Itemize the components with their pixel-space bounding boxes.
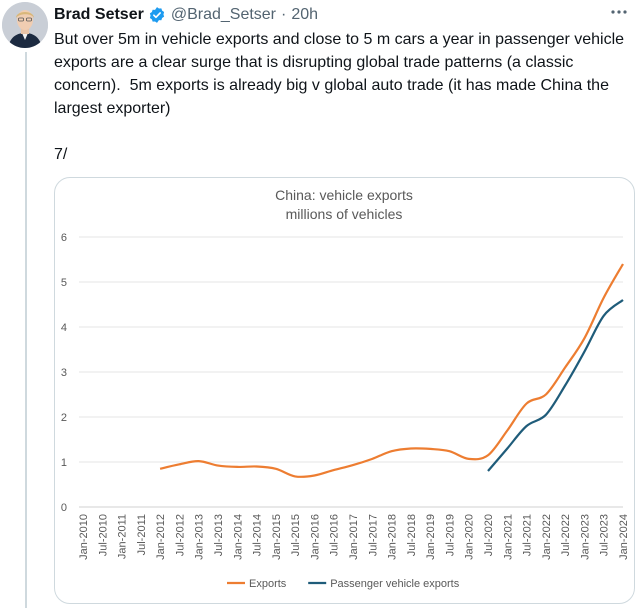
more-options-icon[interactable]	[609, 2, 629, 22]
tweet-text: But over 5m in vehicle exports and close…	[54, 31, 625, 163]
x-tick-label: Jan-2020	[464, 514, 476, 560]
y-tick-label: 3	[61, 367, 67, 379]
chart: China: vehicle exports millions of vehic…	[61, 187, 630, 590]
x-tick-label: Jul-2012	[174, 514, 186, 556]
x-tick-label: Jan-2015	[271, 514, 283, 560]
x-tick-label: Jan-2013	[194, 514, 206, 560]
x-tick-label: Jan-2024	[618, 514, 630, 560]
thread-line	[25, 52, 27, 608]
verified-badge-icon	[148, 6, 166, 24]
tweet-header: Brad Setser @Brad_Setser · 20h	[54, 4, 643, 26]
x-tick-label: Jan-2012	[155, 514, 167, 560]
avatar[interactable]	[2, 2, 48, 48]
x-tick-label: Jan-2019	[425, 514, 437, 560]
x-tick-label: Jul-2021	[522, 514, 534, 556]
chart-title: China: vehicle exports	[275, 187, 413, 203]
separator-dot: ·	[281, 6, 287, 23]
x-tick-label: Jul-2014	[252, 514, 264, 556]
x-tick-label: Jul-2013	[213, 514, 225, 556]
timestamp[interactable]: 20h	[291, 6, 319, 23]
chart-subtitle: millions of vehicles	[286, 206, 403, 222]
x-tick-label: Jan-2023	[579, 514, 591, 560]
y-tick-label: 5	[61, 277, 67, 289]
x-tick-label: Jan-2022	[541, 514, 553, 560]
y-tick-label: 2	[61, 412, 67, 424]
y-tick-label: 4	[61, 322, 67, 334]
legend-label: Exports	[249, 578, 287, 590]
x-tick-label: Jan-2016	[309, 514, 321, 560]
x-tick-label: Jul-2011	[136, 514, 148, 555]
author-handle[interactable]: @Brad_Setser	[170, 6, 277, 23]
x-tick-label: Jul-2018	[406, 514, 418, 556]
series-line	[159, 263, 624, 478]
x-tick-label: Jul-2020	[483, 514, 495, 556]
chart-image[interactable]: China: vehicle exports millions of vehic…	[54, 177, 635, 604]
x-tick-label: Jan-2014	[232, 514, 244, 560]
x-tick-label: Jul-2019	[444, 514, 456, 556]
x-tick-label: Jul-2022	[560, 514, 572, 556]
legend-label: Passenger vehicle exports	[330, 578, 460, 590]
x-tick-label: Jan-2011	[117, 514, 129, 559]
x-tick-label: Jul-2016	[329, 514, 341, 556]
x-tick-label: Jan-2017	[348, 514, 360, 560]
x-tick-label: Jan-2010	[78, 514, 90, 560]
y-tick-label: 1	[61, 457, 67, 469]
y-tick-label: 0	[61, 502, 67, 514]
y-tick-label: 6	[61, 232, 67, 244]
x-tick-label: Jan-2021	[502, 514, 514, 560]
series-line	[487, 299, 624, 472]
x-tick-label: Jul-2017	[367, 514, 379, 556]
x-tick-label: Jul-2010	[97, 514, 109, 556]
author-name[interactable]: Brad Setser	[54, 6, 144, 23]
x-tick-label: Jan-2018	[387, 514, 399, 560]
x-tick-label: Jul-2015	[290, 514, 302, 556]
x-tick-label: Jul-2023	[599, 514, 611, 556]
